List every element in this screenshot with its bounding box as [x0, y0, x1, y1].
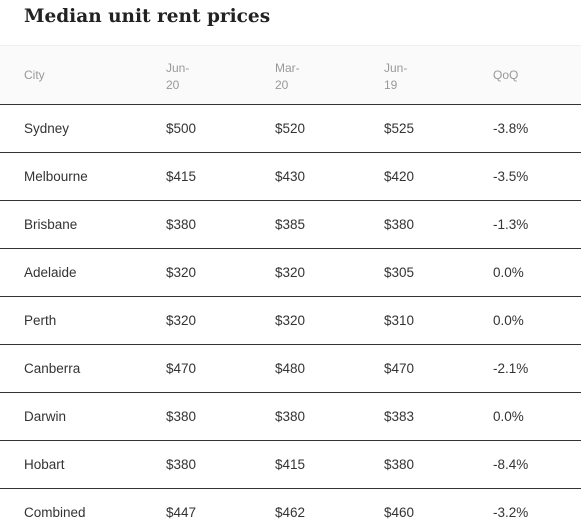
- cell-jun-19: $420: [384, 169, 415, 184]
- table-header-row: City Jun- 20 Mar- 20 Jun- 19 QoQ: [0, 45, 581, 105]
- cell-mar-20: $480: [275, 361, 306, 376]
- cell-qoq: -1.3%: [493, 217, 529, 232]
- table-title: Median unit rent prices: [24, 6, 271, 27]
- table-row: Sydney $500 $520 $525 -3.8%: [0, 105, 581, 153]
- cell-city: Melbourne: [24, 169, 88, 184]
- table-row: Darwin $380 $380 $383 0.0%: [0, 393, 581, 441]
- cell-qoq: -3.5%: [493, 169, 529, 184]
- cell-jun-20: $447: [166, 505, 197, 520]
- cell-city: Canberra: [24, 361, 81, 376]
- cell-city: Adelaide: [24, 265, 77, 280]
- cell-qoq: -8.4%: [493, 457, 529, 472]
- cell-city: Combined: [24, 505, 86, 520]
- cell-city: Sydney: [24, 121, 70, 136]
- cell-qoq: 0.0%: [493, 313, 524, 328]
- cell-mar-20: $320: [275, 265, 306, 280]
- table-row: Perth $320 $320 $310 0.0%: [0, 297, 581, 345]
- cell-mar-20: $462: [275, 505, 306, 520]
- cell-mar-20: $430: [275, 169, 306, 184]
- cell-qoq: -3.8%: [493, 121, 529, 136]
- table-row: Combined $447 $462 $460 -3.2%: [0, 489, 581, 530]
- cell-jun-19: $470: [384, 361, 415, 376]
- cell-city: Darwin: [24, 409, 67, 424]
- cell-jun-19: $310: [384, 313, 415, 328]
- cell-city: Perth: [24, 313, 57, 328]
- cell-qoq: -3.2%: [493, 505, 529, 520]
- table-row: Brisbane $380 $385 $380 -1.3%: [0, 201, 581, 249]
- cell-qoq: 0.0%: [493, 265, 524, 280]
- cell-qoq: -2.1%: [493, 361, 529, 376]
- cell-city: Brisbane: [24, 217, 78, 232]
- cell-mar-20: $380: [275, 409, 306, 424]
- rent-table: City Jun- 20 Mar- 20 Jun- 19 QoQ Sydney $…: [0, 45, 581, 530]
- cell-jun-19: $305: [384, 265, 415, 280]
- table-row: Adelaide $320 $320 $305 0.0%: [0, 249, 581, 297]
- cell-jun-20: $380: [166, 217, 197, 232]
- header-qoq: QoQ: [493, 68, 519, 82]
- cell-jun-20: $380: [166, 457, 197, 472]
- cell-jun-20: $500: [166, 121, 197, 136]
- cell-city: Hobart: [24, 457, 65, 472]
- cell-jun-19: $380: [384, 217, 415, 232]
- cell-jun-19: $380: [384, 457, 415, 472]
- header-jun-19: Jun- 19: [384, 61, 408, 92]
- cell-jun-19: $383: [384, 409, 415, 424]
- cell-jun-19: $525: [384, 121, 415, 136]
- cell-mar-20: $520: [275, 121, 306, 136]
- table-row: Melbourne $415 $430 $420 -3.5%: [0, 153, 581, 201]
- cell-jun-20: $320: [166, 313, 197, 328]
- cell-jun-20: $415: [166, 169, 197, 184]
- cell-jun-19: $460: [384, 505, 415, 520]
- cell-mar-20: $415: [275, 457, 306, 472]
- cell-mar-20: $385: [275, 217, 306, 232]
- cell-jun-20: $320: [166, 265, 197, 280]
- header-city: City: [24, 68, 45, 82]
- cell-qoq: 0.0%: [493, 409, 524, 424]
- cell-mar-20: $320: [275, 313, 306, 328]
- table-row: Hobart $380 $415 $380 -8.4%: [0, 441, 581, 489]
- cell-jun-20: $470: [166, 361, 197, 376]
- table-row: Canberra $470 $480 $470 -2.1%: [0, 345, 581, 393]
- header-jun-20: Jun- 20: [166, 61, 190, 92]
- header-mar-20: Mar- 20: [275, 61, 300, 92]
- cell-jun-20: $380: [166, 409, 197, 424]
